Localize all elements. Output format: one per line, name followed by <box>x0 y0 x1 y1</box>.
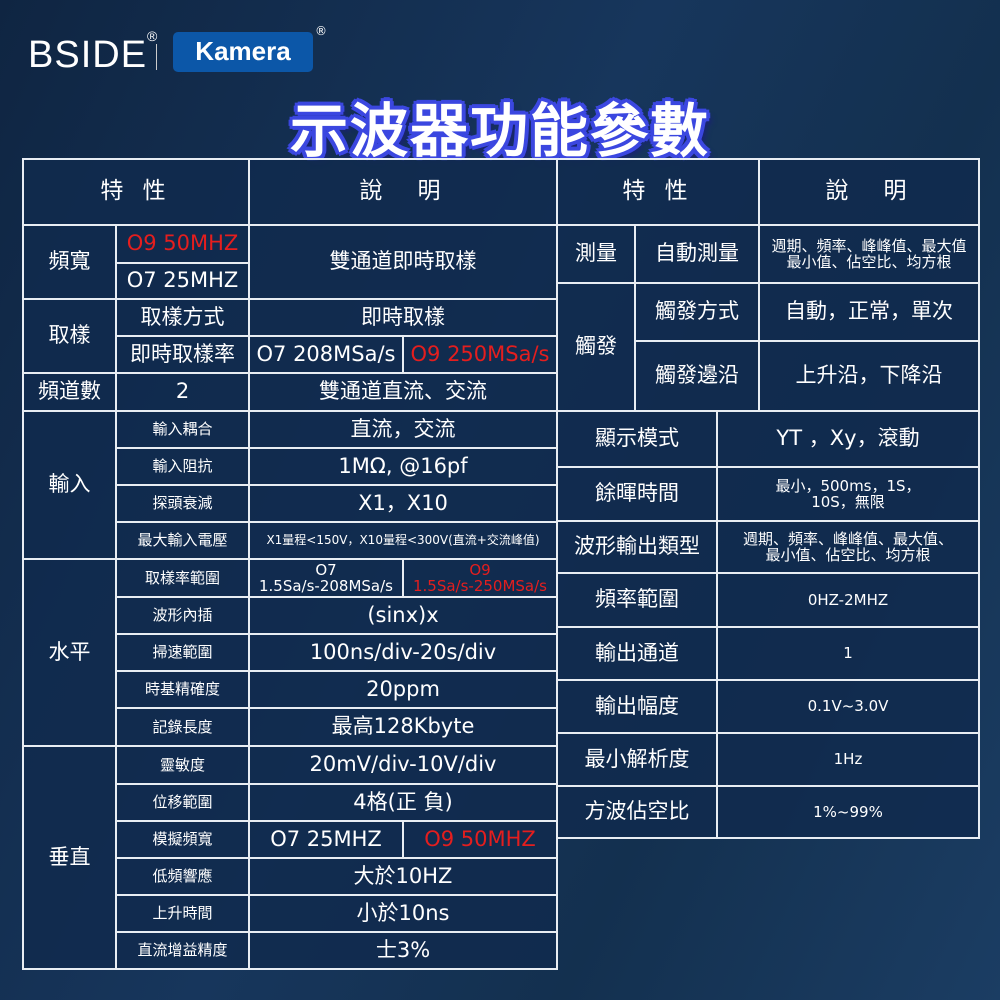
left-table-cell: 直流，交流 <box>248 410 558 449</box>
left-table-cell: 垂直 <box>22 745 117 970</box>
right-table-cell: 輸出幅度 <box>556 679 718 734</box>
left-table-cell: 掃速範圍 <box>115 633 250 672</box>
left-table-cell: 取樣 <box>22 298 117 374</box>
right-table-cell: 0.1V~3.0V <box>716 679 980 734</box>
left-table-cell: O9 50MHZ <box>115 224 250 264</box>
left-table-cell: 小於10ns <box>248 894 558 933</box>
left-table-cell: 探頭衰減 <box>115 484 250 523</box>
left-table-cell: 直流增益精度 <box>115 931 250 970</box>
left-table-cell: X1量程<150V，X10量程<300V(直流+交流峰值) <box>248 521 558 560</box>
right-table-cell: 波形輸出類型 <box>556 520 718 574</box>
left-table-cell: 輸入阻抗 <box>115 447 250 486</box>
left-table-cell: 大於10HZ <box>248 857 558 896</box>
right-table-cell: 餘暉時間 <box>556 466 718 522</box>
left-table-cell: 頻道數 <box>22 372 117 412</box>
left-table-cell: O9 1.5Sa/s-250MSa/s <box>402 558 558 598</box>
right-table-cell: 自動，正常，單次 <box>758 282 980 342</box>
left-table-cell: O9 250MSa/s <box>402 335 558 374</box>
left-table-cell: (sinx)x <box>248 596 558 635</box>
right-table-cell: 0HZ-2MHZ <box>716 572 980 628</box>
left-table-cell: 輸入 <box>22 410 117 560</box>
right-table-cell: 方波佔空比 <box>556 785 718 839</box>
right-table-cell: 最小解析度 <box>556 732 718 787</box>
left-table-cell: 最大輸入電壓 <box>115 521 250 560</box>
left-table-cell: 時基精確度 <box>115 670 250 709</box>
left-table-cell: 頻寬 <box>22 224 117 300</box>
registered-mark: ® <box>315 24 327 38</box>
left-table-cell: 取樣方式 <box>115 298 250 337</box>
left-table-cell: 即時取樣率 <box>115 335 250 374</box>
left-table-cell: 4格(正 負) <box>248 783 558 822</box>
left-table-cell: 100ns/div-20s/div <box>248 633 558 672</box>
bside-logo-text: BSIDE <box>28 34 148 76</box>
right-table-cell: 輸出通道 <box>556 626 718 681</box>
left-table-cell: 低頻響應 <box>115 857 250 896</box>
left-table-cell: O9 50MHZ <box>402 820 558 859</box>
left-table-cell: 靈敏度 <box>115 745 250 785</box>
left-table-cell: 記錄長度 <box>115 707 250 747</box>
right-table-cell: 觸發方式 <box>634 282 760 342</box>
left-header-description: 說 明 <box>248 158 558 226</box>
left-header-feature: 特 性 <box>22 158 250 226</box>
left-table-cell: 即時取樣 <box>248 298 558 337</box>
left-table-cell: 20ppm <box>248 670 558 709</box>
left-table-cell: O7 208MSa/s <box>248 335 404 374</box>
left-table-cell: O7 25MHZ <box>115 262 250 300</box>
right-table-cell: 觸發 <box>556 282 636 412</box>
left-table-cell: 位移範圍 <box>115 783 250 822</box>
right-table-cell: 頻率範圍 <box>556 572 718 628</box>
left-table-cell: 最高128Kbyte <box>248 707 558 747</box>
right-table-cell: 觸發邊沿 <box>634 340 760 412</box>
kamera-logo: Kamera <box>173 32 313 72</box>
right-table-cell: 1%~99% <box>716 785 980 839</box>
left-table-cell: 2 <box>115 372 250 412</box>
left-table-cell: 士3% <box>248 931 558 970</box>
left-table-cell: 輸入耦合 <box>115 410 250 449</box>
left-table-cell: 1MΩ, @16pf <box>248 447 558 486</box>
right-header-feature: 特 性 <box>556 158 760 226</box>
bside-logo: BSIDE® <box>28 28 158 77</box>
left-table-cell: O7 1.5Sa/s-208MSa/s <box>248 558 404 598</box>
left-table-cell: 雙通道直流、交流 <box>248 372 558 412</box>
page-title: 示波器功能參數 <box>289 97 710 165</box>
left-table-cell: O7 25MHZ <box>248 820 404 859</box>
left-table-cell: 上升時間 <box>115 894 250 933</box>
right-table-cell: YT ，Xy，滾動 <box>716 410 980 468</box>
right-table-cell: 週期、頻率、峰峰值、最大值、 最小值、佔空比、均方根 <box>716 520 980 574</box>
right-table-cell: 測量 <box>556 224 636 284</box>
left-table-cell: 模擬頻寬 <box>115 820 250 859</box>
left-table-cell: 雙通道即時取樣 <box>248 224 558 300</box>
right-table-cell: 顯示模式 <box>556 410 718 468</box>
left-table-cell: 取樣率範圍 <box>115 558 250 598</box>
right-table-cell: 1 <box>716 626 980 681</box>
right-table-cell: 週期、頻率、峰峰值、最大值 最小值、佔空比、均方根 <box>758 224 980 284</box>
right-table-cell: 上升沿，下降沿 <box>758 340 980 412</box>
logo-divider <box>156 44 157 70</box>
right-table-cell: 最小，500ms，1S， 10S，無限 <box>716 466 980 522</box>
left-table-cell: 20mV/div-10V/div <box>248 745 558 785</box>
right-table-cell: 1Hz <box>716 732 980 787</box>
left-table-cell: X1，X10 <box>248 484 558 523</box>
left-table-cell: 水平 <box>22 558 117 747</box>
right-table-cell: 自動測量 <box>634 224 760 284</box>
right-header-description: 說 明 <box>758 158 980 226</box>
registered-mark: ® <box>147 28 159 44</box>
left-table-cell: 波形內插 <box>115 596 250 635</box>
